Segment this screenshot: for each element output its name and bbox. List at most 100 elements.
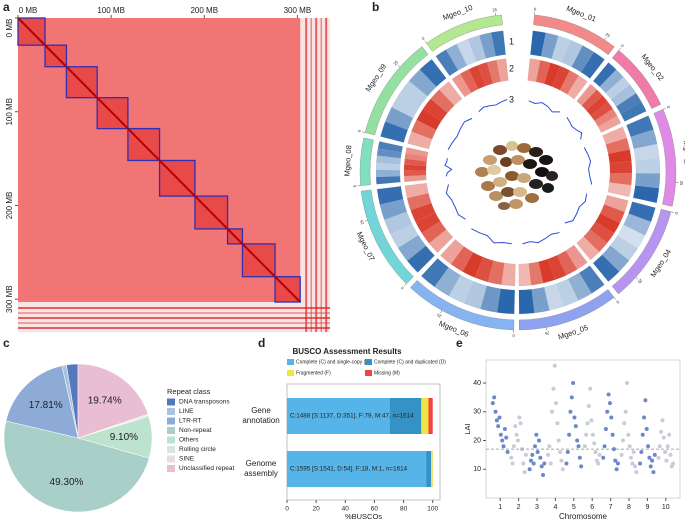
circos-tick xyxy=(440,310,443,314)
circos-tick-label: 0 xyxy=(357,129,363,133)
chromosome-label: Mgeo_06 xyxy=(438,319,470,339)
track-bin xyxy=(376,169,401,178)
y-tick-label: 20 xyxy=(473,437,481,444)
track-bin xyxy=(421,258,449,287)
track-bin xyxy=(419,59,447,87)
point xyxy=(560,467,565,472)
legend-label: SINE xyxy=(179,456,195,463)
point xyxy=(535,450,540,454)
circos-tick-label: 25 xyxy=(392,59,399,66)
point xyxy=(589,418,594,423)
track-bin xyxy=(593,62,617,87)
track-bin xyxy=(571,45,594,73)
pie-label: 49.30% xyxy=(50,477,84,488)
point xyxy=(518,421,523,426)
point xyxy=(527,467,532,472)
point xyxy=(629,455,634,460)
point xyxy=(613,458,618,463)
point xyxy=(501,444,506,449)
pie-label: 19.74% xyxy=(88,395,122,406)
track-bin xyxy=(633,185,660,203)
gc-line xyxy=(528,100,561,113)
track-bin xyxy=(405,147,429,157)
point xyxy=(610,432,615,437)
point xyxy=(550,409,555,414)
point xyxy=(652,452,657,457)
point xyxy=(623,409,628,414)
point xyxy=(539,464,544,469)
chromosome-box xyxy=(274,276,301,303)
point xyxy=(601,455,606,460)
point xyxy=(569,395,574,400)
chromosome-box xyxy=(241,243,276,278)
circos-tick xyxy=(404,283,407,287)
track-bin xyxy=(579,265,605,294)
bar-label: C:1595 [S:1541, D:54], F:18, M:1, n=1614 xyxy=(290,466,408,473)
legend-swatch xyxy=(167,398,175,406)
gc-line xyxy=(566,116,583,140)
point xyxy=(498,432,503,437)
track-bin xyxy=(531,287,550,314)
track-bin xyxy=(379,199,407,220)
track-bin xyxy=(616,93,642,114)
bar-segment xyxy=(389,398,422,434)
chromosome-label: Mgeo_10 xyxy=(441,3,473,22)
track-bin xyxy=(586,95,608,116)
track-bin xyxy=(456,39,477,66)
bar-segment xyxy=(421,398,429,434)
point xyxy=(606,392,611,397)
track-label: 1 xyxy=(509,36,514,46)
unplaced-strip xyxy=(18,302,330,332)
track-bin xyxy=(390,223,419,249)
legend-label: LTR-RT xyxy=(179,418,202,425)
point xyxy=(603,427,608,431)
legend-label: LINE xyxy=(179,408,194,415)
x-tick-label: 200 MB xyxy=(190,6,218,15)
track-bin xyxy=(385,107,414,131)
track-bin xyxy=(477,62,493,86)
legend-swatch xyxy=(287,370,294,376)
track-bin xyxy=(559,70,579,95)
chromosome-box xyxy=(96,97,129,130)
point xyxy=(538,455,543,460)
point xyxy=(602,444,607,449)
legend-swatch xyxy=(365,359,372,365)
track-bin xyxy=(404,164,427,171)
track-bin xyxy=(404,153,428,162)
pie-slice xyxy=(5,365,79,439)
x-tick-label: 0 MB xyxy=(19,6,38,15)
track-bin xyxy=(376,176,401,185)
gc-line xyxy=(522,232,560,245)
point xyxy=(509,455,514,460)
legend-swatch xyxy=(287,359,294,365)
x-tick-label: 100 MB xyxy=(97,6,125,15)
point xyxy=(497,415,502,420)
point xyxy=(546,452,551,457)
track-bin xyxy=(611,84,637,107)
track-bin xyxy=(487,260,505,285)
point xyxy=(514,432,519,437)
track-bin xyxy=(530,30,546,57)
point xyxy=(579,464,584,469)
x-axis-label: Chromosome xyxy=(559,512,608,521)
track-bin xyxy=(547,255,567,280)
point xyxy=(556,438,561,443)
point xyxy=(657,444,662,449)
point xyxy=(490,401,495,406)
chromosome-arc xyxy=(533,14,615,55)
point xyxy=(564,461,569,466)
point xyxy=(502,427,507,431)
point xyxy=(639,450,644,454)
legend-label: Unclassified repeat xyxy=(179,465,234,472)
legend-swatch xyxy=(167,455,175,463)
chromosome-box xyxy=(44,44,68,68)
panel-letter: b xyxy=(372,0,379,14)
point xyxy=(593,450,598,454)
point xyxy=(504,435,509,440)
track-bin xyxy=(518,263,532,286)
diagonal xyxy=(17,17,301,303)
point xyxy=(572,415,577,420)
y-category-label: Genome assembly xyxy=(244,459,278,478)
track-bin xyxy=(590,101,613,121)
track-bin xyxy=(429,229,454,253)
